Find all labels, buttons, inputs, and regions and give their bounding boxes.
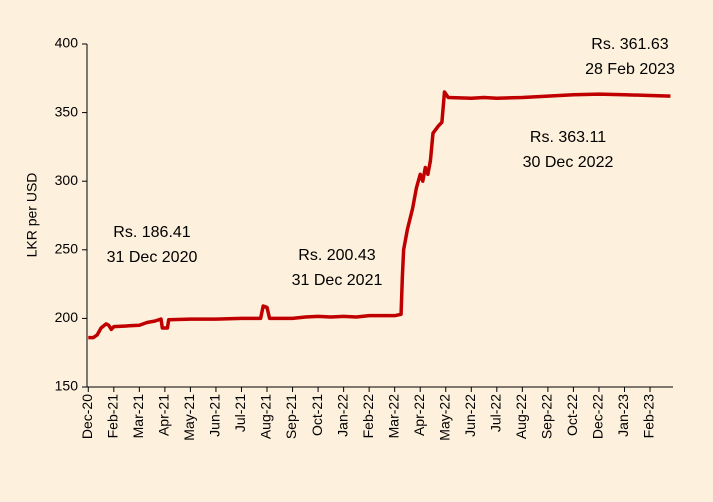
annotation: Rs. 363.11 [530,129,606,146]
x-tick-label: Aug-21 [258,394,274,439]
y-tick-label: 400 [55,35,79,51]
x-tick-label: May-21 [181,394,197,441]
x-tick-label: Jun-22 [462,394,478,437]
x-tick-label: Apr-21 [156,394,172,436]
x-tick-label: Apr-22 [411,394,427,436]
annotation: Rs. 361.63 [591,36,668,53]
x-tick-label: Aug-22 [513,394,529,439]
x-tick-label: Mar-22 [385,394,401,439]
x-tick-label: Sep-21 [283,394,299,439]
annotation: 31 Dec 2020 [107,249,198,266]
annotation: 30 Dec 2022 [523,154,614,171]
x-tick-label: Jan-22 [334,394,350,437]
x-tick-label: Dec-22 [590,394,606,439]
x-tick-label: Oct-21 [309,394,325,436]
y-tick-label: 350 [55,103,79,119]
y-tick-label: 150 [55,378,79,394]
y-tick-label: 250 [55,241,79,257]
annotation: Rs. 186.41 [113,224,190,241]
x-tick-label: Jul-22 [488,394,504,432]
annotation: Rs. 200.43 [298,247,375,264]
x-tick-label: Oct-22 [564,394,580,436]
annotation: 28 Feb 2023 [585,61,675,78]
x-tick-label: Jan-23 [615,394,631,437]
x-tick-label: Mar-21 [130,394,146,439]
x-tick-label: Feb-23 [641,394,657,439]
y-tick-label: 200 [55,309,79,325]
x-tick-label: Feb-22 [360,394,376,439]
y-axis-label: LKR per USD [24,173,40,258]
x-tick-label: Feb-21 [105,394,121,439]
y-tick-label: 300 [55,172,79,188]
x-tick-label: Dec-20 [79,394,95,439]
x-tick-label: May-22 [436,394,452,441]
x-tick-label: Jul-21 [232,394,248,432]
annotation: 31 Dec 2021 [292,272,383,289]
x-tick-label: Sep-22 [539,394,555,439]
x-tick-label: Jun-21 [207,394,223,437]
line [88,90,671,340]
